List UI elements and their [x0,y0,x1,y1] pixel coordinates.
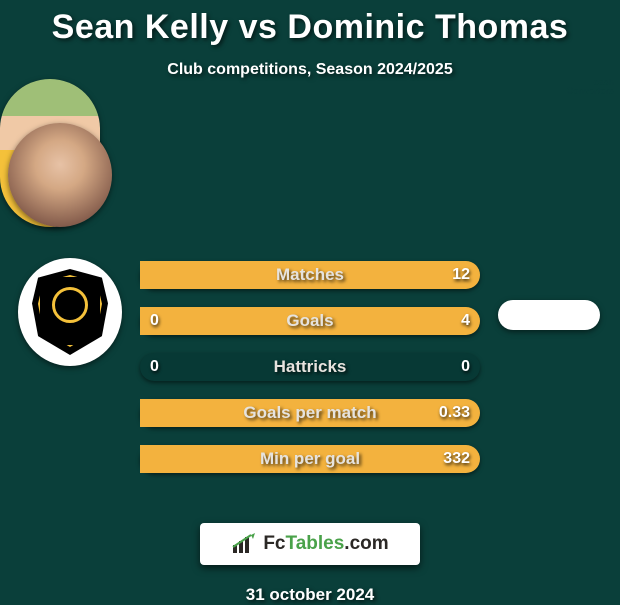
stat-label: Hattricks [140,353,480,381]
brand-accent: Tables [286,533,345,554]
stat-row: 12Matches [140,261,480,289]
stat-fill-right [140,399,480,427]
page-title: Sean Kelly vs Dominic Thomas [0,8,620,47]
stat-fill-right [140,261,480,289]
stat-value-left: 0 [150,353,159,381]
player-right-name: Dominic Thomas [287,8,568,46]
brand-text: FcTables.com [263,533,388,555]
stat-row: 0.33Goals per match [140,399,480,427]
brand-suffix: .com [344,533,388,554]
player-left-name: Sean Kelly [52,8,229,46]
brand-prefix: Fc [263,533,285,554]
chart-icon [231,533,257,555]
stats-area: 12Matches 04Goals 0 0Hattricks 0.33Goals per… [0,261,620,511]
player-left-avatar [8,123,112,227]
stat-fill-right [140,445,480,473]
stat-row: 0 0Hattricks [140,353,480,381]
stat-value-right: 0 [461,353,470,381]
stat-fill-right [140,307,480,335]
stat-row: 04Goals [140,307,480,335]
stat-row: 332Min per goal [140,445,480,473]
brand-badge: FcTables.com [200,523,420,565]
comparison-card: Sean Kelly vs Dominic Thomas Club compet… [0,0,620,580]
date-label: 31 october 2024 [0,585,620,605]
subtitle: Club competitions, Season 2024/2025 [0,61,620,79]
stat-bars: 12Matches 04Goals 0 0Hattricks 0.33Goals per… [140,261,480,491]
vs-separator: vs [239,8,278,46]
